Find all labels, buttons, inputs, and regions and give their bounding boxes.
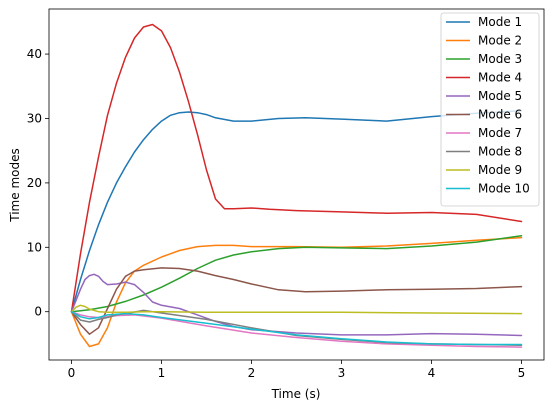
plot-frame — [48, 8, 545, 361]
series-line-5 — [70, 273, 523, 337]
x-axis-label: Time (s) — [271, 387, 321, 401]
legend: Mode 1 Mode 2 Mode 3 Mode 4 Mode 5 Mode 6 Mode… — [440, 12, 540, 207]
legend-label: Mode 2 — [478, 34, 522, 48]
legend-label: Mode 1 — [478, 15, 522, 29]
legend-box — [440, 12, 540, 207]
series-layer — [70, 23, 523, 348]
series-line-10 — [70, 310, 523, 346]
x-tick-label: 3 — [338, 366, 346, 380]
y-tick-label: 20 — [27, 176, 42, 190]
x-tick-label: 5 — [518, 366, 526, 380]
x-tick-label: 0 — [68, 366, 76, 380]
x-tick-label: 4 — [428, 366, 436, 380]
y-axis-label: Time modes — [8, 148, 22, 222]
series-line-2 — [70, 236, 523, 348]
x-axis-ticks: 0 1 2 3 4 5 — [68, 360, 526, 380]
legend-label: Mode 4 — [478, 71, 522, 85]
series-line-1 — [70, 110, 523, 313]
legend-label: Mode 5 — [478, 89, 522, 103]
x-tick-label: 2 — [248, 366, 256, 380]
series-line-4 — [70, 23, 523, 313]
legend-label: Mode 9 — [478, 163, 522, 177]
legend-label: Mode 8 — [478, 145, 522, 159]
y-tick-label: 10 — [27, 240, 42, 254]
y-axis-ticks: 0 10 20 30 40 — [27, 47, 49, 319]
series-line-3 — [70, 234, 523, 313]
series-line-9 — [70, 304, 523, 315]
legend-label: Mode 10 — [478, 182, 530, 196]
x-tick-label: 1 — [158, 366, 166, 380]
y-tick-label: 0 — [34, 305, 42, 319]
y-tick-label: 40 — [27, 47, 42, 61]
legend-label: Mode 3 — [478, 52, 522, 66]
legend-label: Mode 6 — [478, 108, 522, 122]
legend-label: Mode 7 — [478, 126, 522, 140]
y-tick-label: 30 — [27, 111, 42, 125]
series-line-7 — [70, 310, 523, 348]
